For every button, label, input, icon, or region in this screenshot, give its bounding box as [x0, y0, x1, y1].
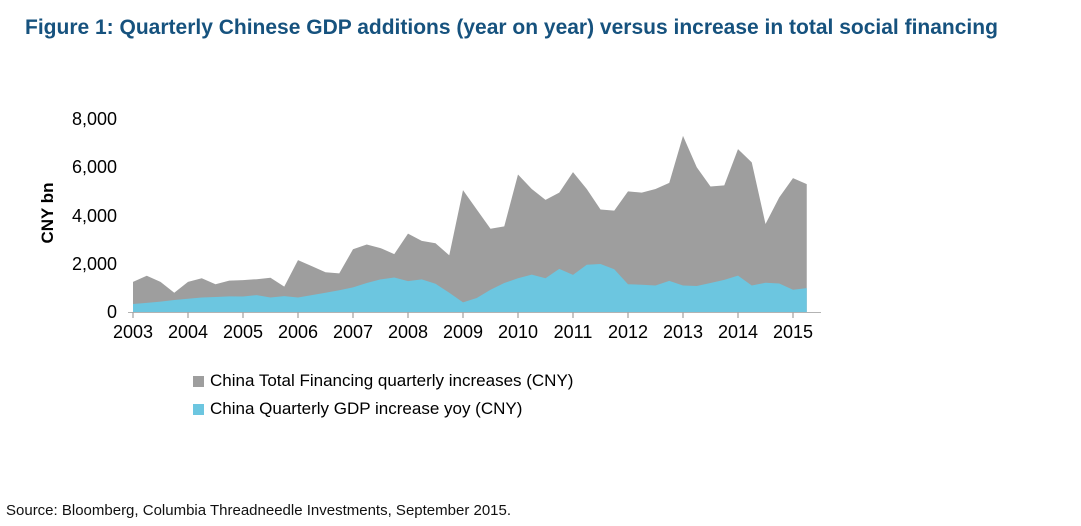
y-tick-label: 2,000 [71, 253, 117, 274]
y-tick-label: 6,000 [71, 157, 117, 178]
y-tick-label: 8,000 [71, 109, 117, 129]
x-tick-label: 2004 [167, 322, 209, 342]
legend-item-total-financing: China Total Financing quarterly increase… [193, 367, 573, 395]
x-tick-label: 2006 [277, 322, 319, 342]
x-tick-label: 2010 [497, 322, 539, 342]
x-tick-label: 2013 [662, 322, 704, 342]
y-tick-label: 0 [106, 302, 117, 322]
gdp-increase-area [133, 263, 807, 312]
x-tick-label: 2011 [553, 322, 593, 342]
legend-swatch-gdp-increase [193, 403, 204, 415]
x-tick-label: 2008 [387, 322, 429, 342]
legend-label: China Quarterly GDP increase yoy (CNY) [210, 399, 523, 418]
x-tick-label: 2014 [717, 322, 759, 342]
x-tick-label: 2003 [112, 322, 154, 342]
figure-title: Figure 1: Quarterly Chinese GDP addition… [25, 16, 998, 39]
total-financing-area [133, 135, 807, 312]
source-note: Source: Bloomberg, Columbia Threadneedle… [6, 502, 512, 519]
legend-label: China Total Financing quarterly increase… [210, 371, 574, 390]
legend-item-gdp-increase: China Quarterly GDP increase yoy (CNY) [193, 395, 573, 423]
x-tick-label: 2015 [772, 322, 814, 342]
x-tick-label: 2009 [442, 322, 484, 342]
x-tick-label: 2007 [332, 322, 374, 342]
legend-swatch-total-financing [193, 375, 204, 387]
y-tick-label: 4,000 [71, 205, 117, 226]
x-tick-label: 2012 [607, 322, 649, 342]
chart-legend: China Total Financing quarterly increase… [193, 367, 573, 423]
x-tick-label: 2005 [222, 322, 264, 342]
